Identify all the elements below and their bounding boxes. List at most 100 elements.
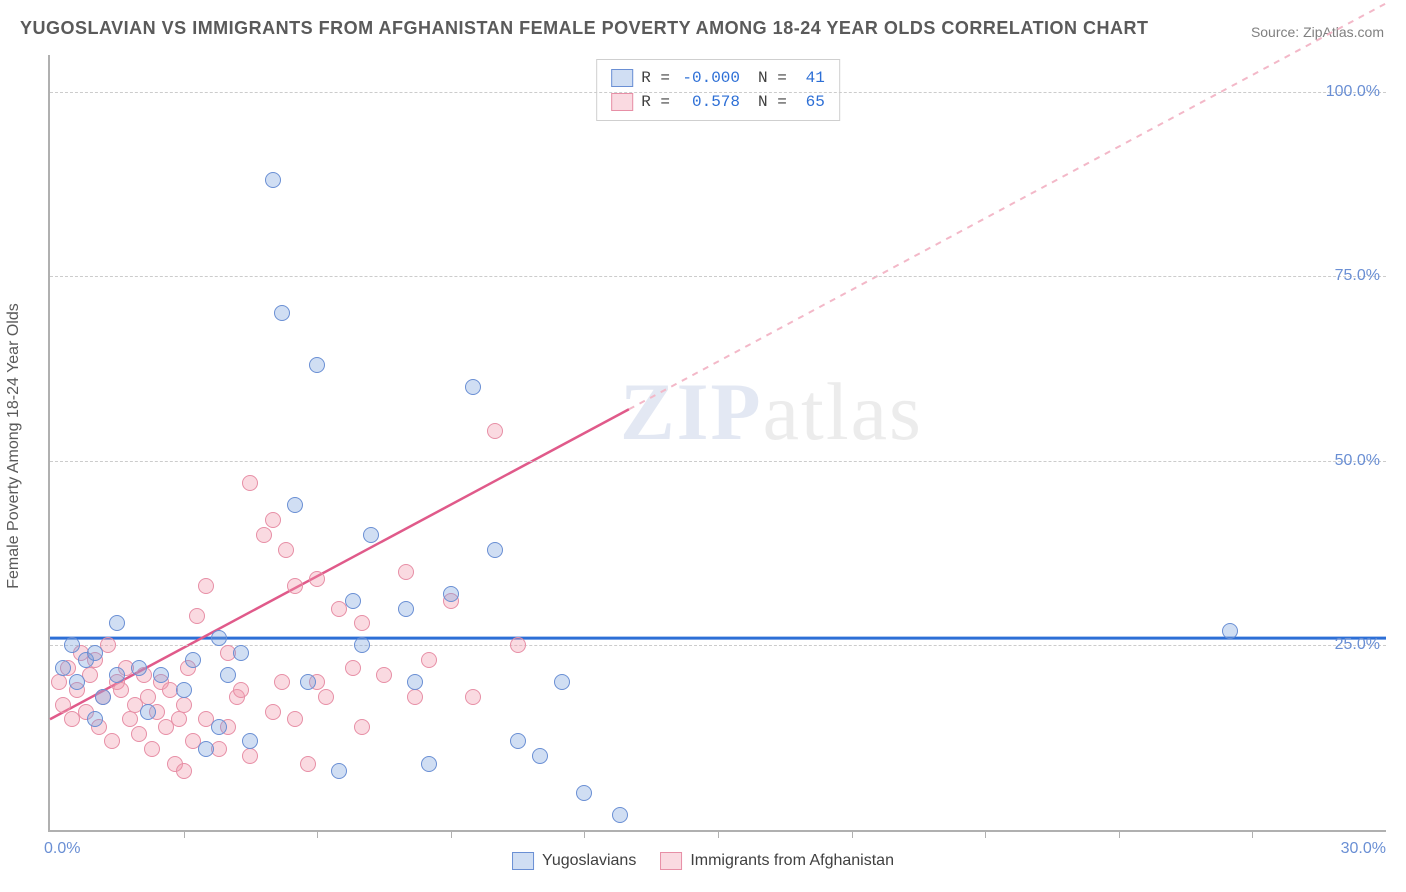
stats-row-b: R = 0.578 N = 65 <box>611 90 825 114</box>
scatter-point-b <box>354 615 370 631</box>
stats-row-a: R = -0.000 N = 41 <box>611 66 825 90</box>
scatter-point-b <box>354 719 370 735</box>
scatter-point-a <box>421 756 437 772</box>
watermark: ZIPatlas <box>620 365 923 459</box>
scatter-point-a <box>220 667 236 683</box>
scatter-point-a <box>87 711 103 727</box>
scatter-point-b <box>51 674 67 690</box>
scatter-point-a <box>131 660 147 676</box>
scatter-point-b <box>510 637 526 653</box>
gridline <box>50 645 1386 646</box>
scatter-point-b <box>287 578 303 594</box>
scatter-point-a <box>576 785 592 801</box>
scatter-point-a <box>363 527 379 543</box>
scatter-point-a <box>331 763 347 779</box>
scatter-point-a <box>69 674 85 690</box>
legend-item-b: Immigrants from Afghanistan <box>660 852 894 870</box>
scatter-point-a <box>211 630 227 646</box>
scatter-point-b <box>376 667 392 683</box>
legend-label-a: Yugoslavians <box>542 852 636 870</box>
scatter-point-b <box>487 423 503 439</box>
scatter-point-b <box>140 689 156 705</box>
swatch-a-icon <box>611 69 633 87</box>
scatter-point-a <box>109 615 125 631</box>
scatter-point-a <box>532 748 548 764</box>
n-value-a: 41 <box>795 66 825 90</box>
legend-bottom: Yugoslavians Immigrants from Afghanistan <box>512 852 894 870</box>
y-tick-label: 100.0% <box>1326 83 1380 101</box>
scatter-point-a <box>185 652 201 668</box>
r-label: R = <box>641 90 670 114</box>
scatter-point-a <box>300 674 316 690</box>
x-tick-mark <box>718 830 719 838</box>
swatch-b-icon <box>611 93 633 111</box>
scatter-point-b <box>265 512 281 528</box>
scatter-point-a <box>510 733 526 749</box>
x-tick-mark <box>584 830 585 838</box>
scatter-point-a <box>87 645 103 661</box>
scatter-point-a <box>233 645 249 661</box>
scatter-point-b <box>144 741 160 757</box>
n-label: N = <box>758 90 787 114</box>
scatter-point-b <box>176 697 192 713</box>
scatter-point-b <box>198 578 214 594</box>
y-tick-label: 25.0% <box>1335 636 1380 654</box>
scatter-point-a <box>95 689 111 705</box>
x-tick-mark <box>1252 830 1253 838</box>
scatter-point-a <box>55 660 71 676</box>
scatter-point-a <box>242 733 258 749</box>
scatter-point-b <box>398 564 414 580</box>
r-label: R = <box>641 66 670 90</box>
n-value-b: 65 <box>795 90 825 114</box>
x-tick-mark <box>184 830 185 838</box>
gridline <box>50 276 1386 277</box>
y-tick-label: 50.0% <box>1335 452 1380 470</box>
scatter-point-a <box>345 593 361 609</box>
r-value-a: -0.000 <box>678 66 740 90</box>
stats-legend-box: R = -0.000 N = 41 R = 0.578 N = 65 <box>596 59 840 121</box>
scatter-point-b <box>242 475 258 491</box>
scatter-point-b <box>55 697 71 713</box>
x-tick-mark <box>852 830 853 838</box>
legend-item-a: Yugoslavians <box>512 852 636 870</box>
x-tick-label: 0.0% <box>44 840 80 858</box>
scatter-point-a <box>554 674 570 690</box>
scatter-point-b <box>407 689 423 705</box>
scatter-point-b <box>287 711 303 727</box>
scatter-point-a <box>153 667 169 683</box>
scatter-point-a <box>109 667 125 683</box>
scatter-point-b <box>122 711 138 727</box>
scatter-point-b <box>113 682 129 698</box>
scatter-point-b <box>465 689 481 705</box>
scatter-point-a <box>407 674 423 690</box>
scatter-point-a <box>287 497 303 513</box>
scatter-point-b <box>421 652 437 668</box>
chart-title: YUGOSLAVIAN VS IMMIGRANTS FROM AFGHANIST… <box>20 18 1149 39</box>
scatter-point-b <box>189 608 205 624</box>
scatter-point-b <box>233 682 249 698</box>
scatter-point-b <box>171 711 187 727</box>
scatter-point-b <box>318 689 334 705</box>
scatter-point-b <box>176 763 192 779</box>
scatter-point-b <box>345 660 361 676</box>
x-tick-mark <box>317 830 318 838</box>
swatch-b-icon <box>660 852 682 870</box>
scatter-point-a <box>1222 623 1238 639</box>
scatter-point-b <box>265 704 281 720</box>
plot-area: ZIPatlas R = -0.000 N = 41 R = 0.578 N =… <box>48 55 1386 832</box>
scatter-point-b <box>278 542 294 558</box>
scatter-point-a <box>443 586 459 602</box>
x-tick-mark <box>985 830 986 838</box>
scatter-point-b <box>300 756 316 772</box>
scatter-point-a <box>398 601 414 617</box>
gridline <box>50 92 1386 93</box>
x-tick-mark <box>1119 830 1120 838</box>
scatter-point-a <box>612 807 628 823</box>
scatter-point-a <box>487 542 503 558</box>
legend-label-b: Immigrants from Afghanistan <box>690 852 894 870</box>
y-axis-label: Female Poverty Among 18-24 Year Olds <box>5 303 23 589</box>
scatter-point-a <box>64 637 80 653</box>
scatter-point-a <box>211 719 227 735</box>
scatter-point-a <box>465 379 481 395</box>
x-tick-mark <box>451 830 452 838</box>
